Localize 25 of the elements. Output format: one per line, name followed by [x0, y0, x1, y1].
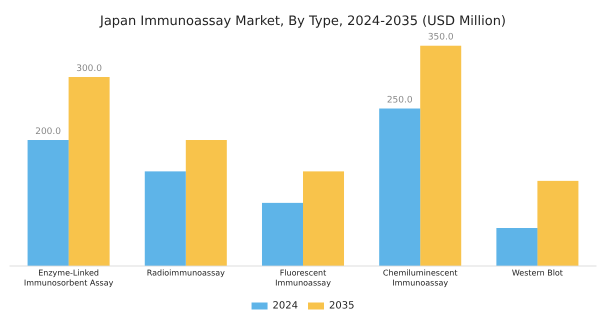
bar — [68, 77, 110, 266]
category-label: Immunoassay — [275, 278, 331, 288]
legend-label: 2035 — [329, 300, 354, 312]
bar — [496, 228, 538, 266]
category-label: Chemiluminescent — [382, 268, 458, 278]
bar — [28, 140, 69, 266]
bar — [262, 202, 303, 266]
category-label: Immunosorbent Assay — [24, 278, 114, 288]
bar — [303, 171, 344, 266]
legend-label: 2024 — [272, 300, 298, 312]
category-label: Enzyme-Linked — [38, 268, 99, 278]
x-tick-label: Radioimmunoassay — [146, 268, 226, 278]
data-label: 350.0 — [428, 32, 454, 42]
bar — [379, 108, 420, 266]
category-label: Immunoassay — [392, 278, 448, 288]
x-tick-label: Western Blot — [512, 268, 563, 278]
data-label: 250.0 — [386, 95, 413, 106]
chart-title: Japan Immunoassay Market, By Type, 2024-2035 (USD Million) — [98, 14, 506, 30]
bar — [186, 140, 227, 266]
bar — [420, 46, 462, 266]
category-label: Fluorescent — [280, 268, 326, 278]
data-label: 300.0 — [76, 64, 102, 74]
data-label: 200.0 — [35, 126, 62, 137]
bar — [537, 180, 578, 266]
bar — [144, 171, 186, 266]
